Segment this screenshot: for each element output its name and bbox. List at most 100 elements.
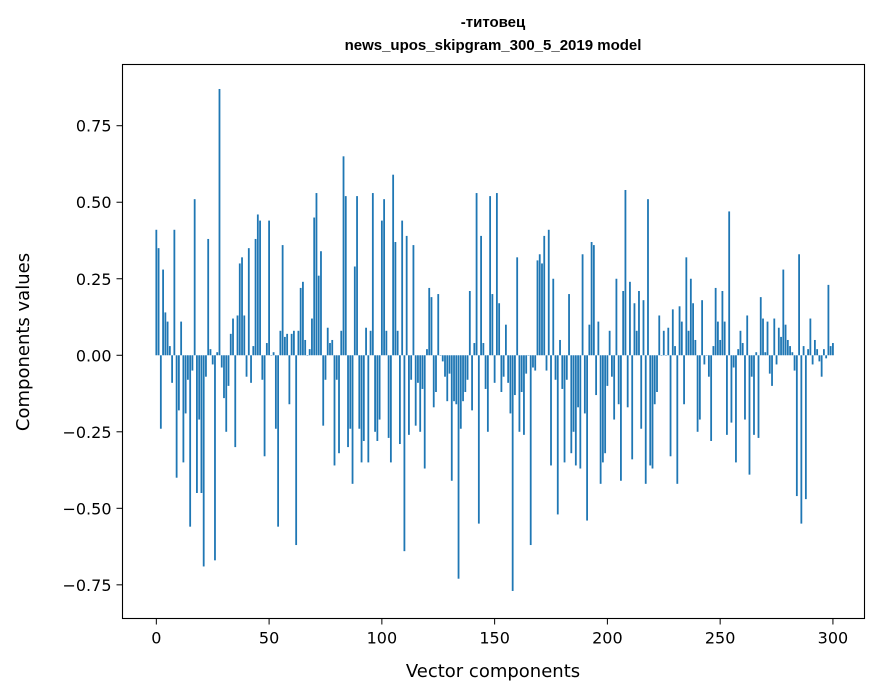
bar bbox=[795, 355, 798, 497]
y-tick-label: −0.50 bbox=[62, 499, 111, 518]
bar bbox=[638, 291, 640, 356]
bar bbox=[784, 324, 787, 356]
bar bbox=[489, 196, 492, 356]
bar bbox=[173, 229, 176, 356]
bar bbox=[322, 355, 325, 426]
x-axis-label: Vector components bbox=[406, 661, 580, 682]
bar bbox=[214, 355, 216, 561]
bar bbox=[644, 355, 647, 484]
bar bbox=[800, 355, 803, 524]
bar bbox=[293, 330, 295, 356]
bar bbox=[669, 355, 672, 457]
bar bbox=[579, 355, 582, 469]
bar bbox=[193, 199, 196, 356]
bar bbox=[175, 355, 178, 478]
bar bbox=[601, 355, 604, 463]
bar bbox=[692, 303, 694, 356]
bar bbox=[299, 287, 302, 356]
bar bbox=[302, 281, 304, 356]
bar bbox=[545, 355, 548, 371]
bar bbox=[565, 355, 568, 380]
bar bbox=[514, 355, 516, 396]
bar bbox=[263, 355, 266, 457]
bar bbox=[606, 355, 609, 386]
bar bbox=[211, 355, 214, 365]
bar bbox=[509, 355, 512, 414]
bar bbox=[523, 355, 525, 435]
bar bbox=[288, 355, 291, 405]
bar bbox=[441, 355, 444, 362]
bar bbox=[667, 327, 670, 356]
bar bbox=[588, 324, 591, 356]
bar bbox=[789, 346, 791, 356]
bar bbox=[809, 318, 812, 356]
bar bbox=[157, 248, 160, 356]
bar bbox=[766, 321, 769, 356]
bar bbox=[365, 327, 367, 356]
bar bbox=[444, 355, 446, 377]
bar bbox=[620, 355, 622, 481]
bar bbox=[304, 339, 307, 356]
bar bbox=[732, 355, 735, 368]
bar bbox=[229, 333, 232, 356]
bar bbox=[477, 355, 480, 524]
bar bbox=[313, 217, 316, 356]
bar bbox=[502, 355, 505, 377]
bar bbox=[177, 355, 180, 411]
bar bbox=[631, 355, 634, 460]
bar bbox=[574, 355, 577, 466]
bar bbox=[254, 238, 257, 356]
y-axis-label: Components values bbox=[13, 253, 34, 431]
bar bbox=[730, 355, 733, 423]
bar bbox=[448, 355, 451, 374]
bar bbox=[331, 339, 334, 356]
bar bbox=[755, 352, 758, 356]
bar bbox=[297, 330, 300, 356]
bar bbox=[511, 355, 514, 591]
bar bbox=[394, 242, 397, 356]
bar bbox=[741, 343, 744, 356]
bar bbox=[712, 346, 715, 356]
bar bbox=[196, 355, 198, 493]
bar bbox=[746, 315, 749, 356]
bar bbox=[613, 355, 616, 420]
bar bbox=[678, 306, 681, 356]
bar bbox=[168, 346, 171, 356]
y-tick-label: 0.25 bbox=[76, 270, 112, 289]
y-tick-label: 0.00 bbox=[76, 346, 112, 365]
bar bbox=[320, 251, 322, 356]
bar bbox=[520, 355, 523, 392]
bar bbox=[272, 352, 275, 356]
x-tick-label: 200 bbox=[592, 629, 623, 648]
bar bbox=[218, 88, 221, 356]
bar bbox=[383, 199, 386, 356]
bar bbox=[813, 339, 816, 356]
bar bbox=[798, 254, 800, 356]
bar bbox=[516, 257, 519, 356]
bar bbox=[647, 199, 649, 356]
bar bbox=[816, 349, 819, 356]
bar bbox=[234, 355, 237, 448]
bar bbox=[572, 355, 575, 432]
bar bbox=[500, 355, 503, 392]
bar bbox=[759, 297, 762, 356]
bar bbox=[241, 257, 243, 356]
bar bbox=[256, 214, 259, 356]
bar bbox=[380, 220, 383, 356]
bar bbox=[782, 269, 785, 356]
bar bbox=[568, 294, 570, 356]
bar bbox=[333, 355, 336, 466]
bar bbox=[453, 355, 455, 402]
bar bbox=[471, 355, 473, 411]
bar bbox=[685, 257, 688, 356]
bar bbox=[703, 355, 706, 365]
bar bbox=[200, 355, 203, 493]
bar bbox=[360, 355, 363, 463]
x-tick-label: 100 bbox=[367, 629, 398, 648]
bar bbox=[202, 355, 205, 567]
bar bbox=[480, 235, 482, 356]
bar bbox=[714, 287, 717, 356]
bar bbox=[155, 229, 158, 356]
bar bbox=[308, 349, 311, 356]
bar bbox=[689, 278, 692, 356]
